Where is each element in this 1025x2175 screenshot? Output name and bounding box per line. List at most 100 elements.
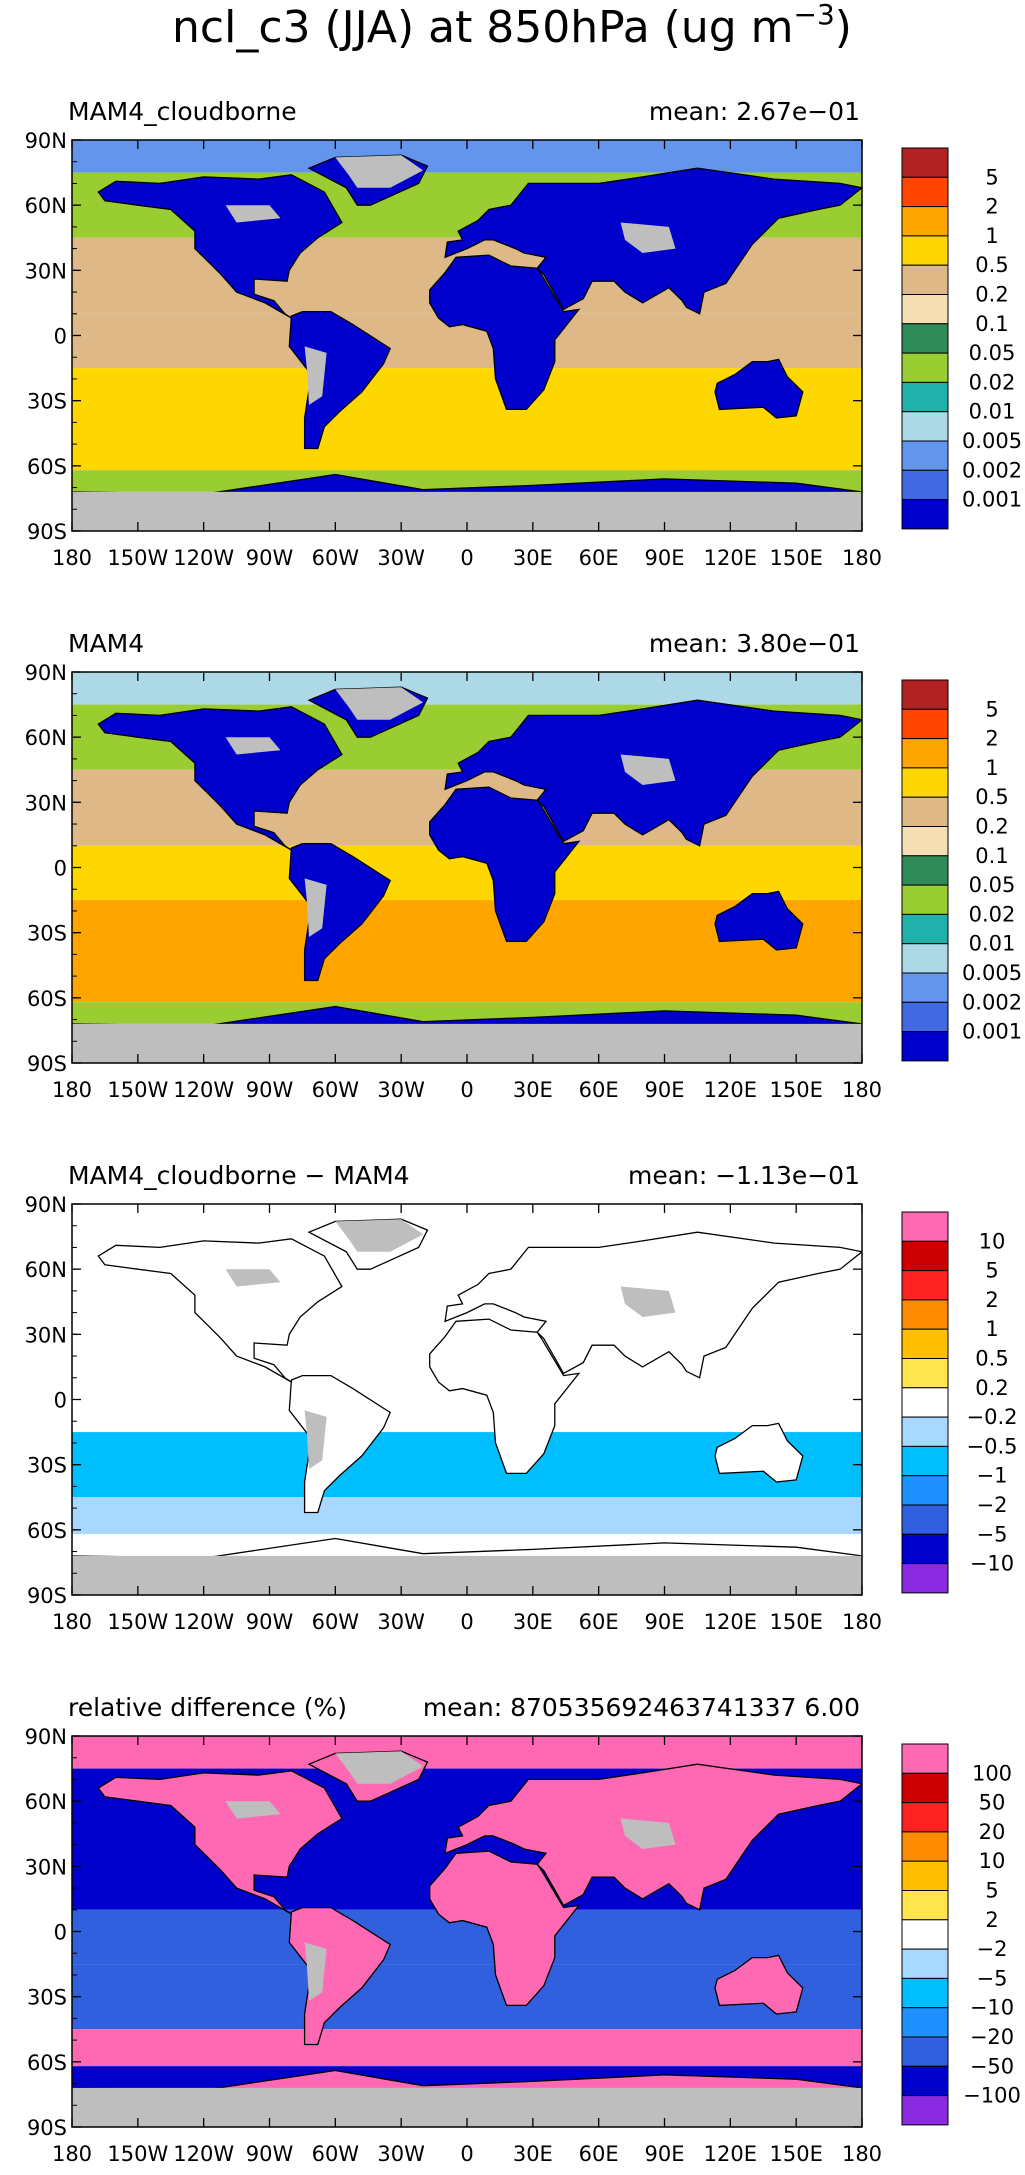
- legend-label: 0.1: [975, 312, 1008, 336]
- ocean-band: [72, 2029, 862, 2067]
- x-tick-label: 90W: [246, 1610, 294, 1634]
- missing-data-region: [335, 1751, 424, 1784]
- x-tick-label: 30E: [513, 1078, 553, 1102]
- legend-swatch: [901, 147, 949, 178]
- y-tick-label: 30N: [25, 1323, 67, 1347]
- legend-swatch: [901, 1240, 949, 1272]
- x-tick-label: 30W: [377, 1078, 425, 1102]
- legend-swatch: [901, 1860, 949, 1891]
- legend-label: −10: [970, 1552, 1014, 1576]
- missing-data-region: [620, 1818, 676, 1849]
- legend-swatch: [901, 972, 949, 1003]
- legend-label: −5: [977, 1966, 1008, 1990]
- figure-title-exponent: −3: [794, 0, 835, 31]
- x-tick-label: 120E: [704, 1078, 757, 1102]
- x-tick-label: 0: [460, 1078, 473, 1102]
- legend-label: 0.001: [962, 1020, 1022, 1044]
- legend: 10 5 2 1 0.5 0.2 −0.2 −0.5 −1 −2 −5 −10: [901, 1211, 1018, 1594]
- x-tick-label: 180: [52, 1610, 92, 1634]
- missing-data-region: [304, 346, 327, 405]
- legend-swatch: [901, 1890, 949, 1921]
- legend-label: 0.2: [975, 815, 1008, 839]
- y-tick-label: 0: [54, 1389, 67, 1413]
- y-tick-label: 60S: [27, 2051, 67, 2075]
- figure-title: ncl_c3 (JJA) at 850hPa (ug m−3): [172, 0, 852, 53]
- missing-data-region: [72, 1023, 862, 1063]
- x-tick-label: 150E: [769, 1078, 822, 1102]
- legend-swatch: [901, 352, 949, 383]
- panel-title: MAM4: [68, 629, 144, 658]
- x-tick-label: 180: [842, 1610, 882, 1634]
- legend-label: −5: [977, 1522, 1008, 1546]
- x-tick-label: 150E: [769, 1610, 822, 1634]
- legend: 100 50 20 10 5 2 −2 −5 −10 −20 −50 −100: [901, 1743, 1021, 2126]
- x-tick-label: 120W: [173, 1078, 234, 1102]
- legend-label: 5: [985, 165, 998, 189]
- y-tick-label: 60N: [25, 726, 67, 750]
- legend-swatch: [901, 1270, 949, 1301]
- legend-swatch: [901, 2095, 949, 2126]
- y-tick-label: 30S: [27, 390, 67, 414]
- x-tick-label: 180: [52, 2142, 92, 2166]
- legend: 5 2 1 0.5 0.2 0.1 0.05 0.02 0.01 0.005 0.002 0.001: [901, 679, 1022, 1062]
- legend-label: 2: [985, 1288, 998, 1312]
- missing-data-region: [225, 1801, 281, 1819]
- legend-swatch: [901, 1001, 949, 1033]
- missing-data-region: [620, 222, 676, 253]
- legend-swatch: [901, 943, 949, 974]
- legend-swatch: [901, 1743, 949, 1774]
- x-tick-label: 90W: [246, 546, 294, 570]
- missing-data-region: [335, 155, 424, 188]
- legend-swatch: [901, 1299, 949, 1330]
- missing-data-region: [225, 1269, 281, 1287]
- legend-label: 1: [985, 1317, 998, 1341]
- y-tick-label: 60N: [25, 1790, 67, 1814]
- legend-swatch: [901, 855, 949, 886]
- legend-swatch: [901, 1831, 949, 1862]
- plot-area: [72, 1204, 862, 1595]
- x-tick-label: 30E: [513, 1610, 553, 1634]
- missing-data-region: [335, 687, 424, 720]
- legend-label: 0.01: [969, 932, 1016, 956]
- x-tick-label: 120E: [704, 546, 757, 570]
- legend-label: 5: [985, 697, 998, 721]
- land-mass: [714, 358, 804, 419]
- land-mass: [97, 1770, 343, 1915]
- x-tick-label: 0: [460, 2142, 473, 2166]
- y-tick-label: 90N: [25, 1193, 67, 1217]
- x-tick-label: 30E: [513, 546, 553, 570]
- legend-swatch: [901, 1504, 949, 1535]
- legend-swatch: [901, 884, 949, 915]
- y-tick-label: 60N: [25, 1258, 67, 1282]
- legend-swatch: [901, 1416, 949, 1447]
- panel-mean: mean: 3.80e−01: [649, 629, 860, 658]
- y-tick-label: 30S: [27, 922, 67, 946]
- x-tick-label: 0: [460, 1610, 473, 1634]
- y-tick-label: 90N: [25, 661, 67, 685]
- legend-swatch: [901, 440, 949, 471]
- legend-label: 2: [985, 1908, 998, 1932]
- x-tick-label: 60W: [312, 1610, 360, 1634]
- legend-label: 0.005: [962, 961, 1022, 985]
- legend-label: 0.02: [969, 902, 1016, 926]
- x-tick-label: 150E: [769, 2142, 822, 2166]
- legend-swatch: [901, 1563, 949, 1594]
- missing-data-region: [225, 205, 281, 223]
- legend-swatch: [901, 206, 949, 237]
- missing-data-region: [72, 491, 862, 531]
- x-tick-label: 180: [842, 2142, 882, 2166]
- legend-swatch: [901, 1475, 949, 1506]
- x-tick-label: 60W: [312, 2142, 360, 2166]
- land-mass: [429, 254, 581, 411]
- x-tick-label: 150E: [769, 546, 822, 570]
- legend-swatch: [901, 796, 949, 828]
- x-tick-label: 90W: [246, 2142, 294, 2166]
- panel-mean: mean: −1.13e−01: [628, 1161, 860, 1190]
- legend-label: −50: [970, 2054, 1014, 2078]
- legend-label: 0.2: [975, 283, 1008, 307]
- x-tick-label: 90E: [645, 1078, 685, 1102]
- land-mass: [429, 1850, 581, 2007]
